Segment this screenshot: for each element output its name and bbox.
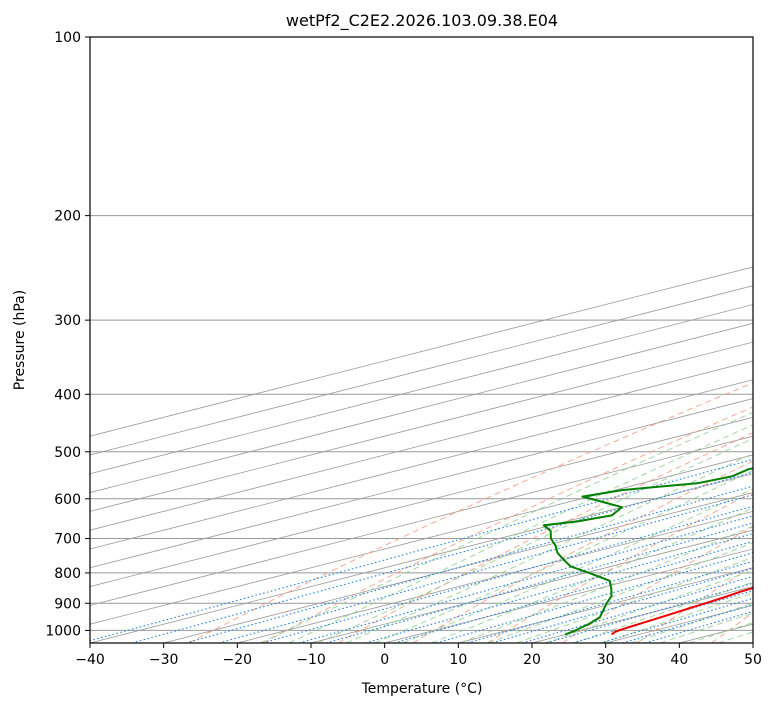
x-tick-label: −30	[149, 652, 179, 668]
dry-adiabat-line	[712, 37, 775, 643]
isotherm-line	[164, 37, 775, 643]
x-tick-label: −40	[75, 652, 105, 668]
y-tick-label: 400	[54, 387, 81, 403]
moist-adiabat-line	[403, 216, 775, 643]
x-tick-label: 50	[744, 652, 762, 668]
y-tick-label: 700	[54, 532, 81, 548]
isotherm-line	[90, 37, 775, 643]
isotherm-line	[0, 37, 775, 643]
isotherm-line	[679, 37, 775, 643]
chart-title: wetPf2_C2E2.2026.103.09.38.E04	[286, 11, 558, 31]
isotherm-line	[0, 37, 775, 643]
dewpoint-profile	[544, 37, 775, 635]
isotherm-line	[0, 37, 775, 643]
isotherm-line	[0, 37, 775, 643]
x-tick-label: 10	[449, 652, 467, 668]
x-tick-label: 0	[380, 652, 389, 668]
y-tick-label: 1000	[45, 623, 81, 639]
temperature-profile	[612, 37, 775, 635]
mixing-ratio-line	[263, 452, 775, 643]
mixing-ratio-line	[468, 452, 775, 643]
y-tick-label: 300	[54, 313, 81, 329]
mixing-ratio-line	[573, 452, 775, 643]
isopleth-label-layer: 0.10.20.40.611.52346810131620253036-100-…	[768, 84, 775, 607]
moist-adiabat-line	[718, 216, 775, 643]
moist-adiabat-line	[660, 216, 775, 643]
isotherm-line	[606, 37, 775, 643]
series-layer	[544, 37, 775, 635]
dry-adiabat-line	[488, 37, 775, 643]
x-tick-label: 30	[597, 652, 615, 668]
isotherm-line	[0, 37, 775, 643]
tick-layer: −40 −30 −20 −10 0 10 20 30 40 50 100 200 300 400 500 60…	[45, 30, 762, 668]
dry-adiabat-line	[637, 37, 775, 643]
isotherm-line	[311, 37, 775, 643]
y-tick-label: 800	[54, 566, 81, 582]
grid-layer	[0, 37, 775, 643]
isotherm-line	[0, 37, 775, 643]
isotherm-line	[753, 37, 775, 643]
y-tick-label: 600	[54, 492, 81, 508]
x-tick-label: 20	[523, 652, 541, 668]
mixing-ratio-line	[522, 452, 775, 643]
y-axis-title: Pressure (hPa)	[12, 290, 28, 390]
y-tick-label: 500	[54, 445, 81, 461]
x-tick-label: −10	[296, 652, 326, 668]
mixing-ratio-label: 0.1	[768, 433, 775, 455]
isopleth-layer	[82, 37, 775, 643]
x-tick-label: −20	[223, 652, 253, 668]
y-tick-label: 200	[54, 209, 81, 225]
x-axis-title: Temperature (°C)	[361, 681, 483, 697]
x-tick-label: 40	[670, 652, 688, 668]
isotherm-line	[0, 37, 775, 643]
moist-adiabat-line	[602, 216, 775, 643]
isotherm-line	[0, 37, 775, 643]
isotherm-line	[0, 37, 775, 643]
isotherm-line	[0, 37, 775, 643]
y-tick-label: 900	[54, 596, 81, 612]
y-tick-label: 100	[54, 30, 81, 46]
isotherm-line	[16, 37, 775, 643]
